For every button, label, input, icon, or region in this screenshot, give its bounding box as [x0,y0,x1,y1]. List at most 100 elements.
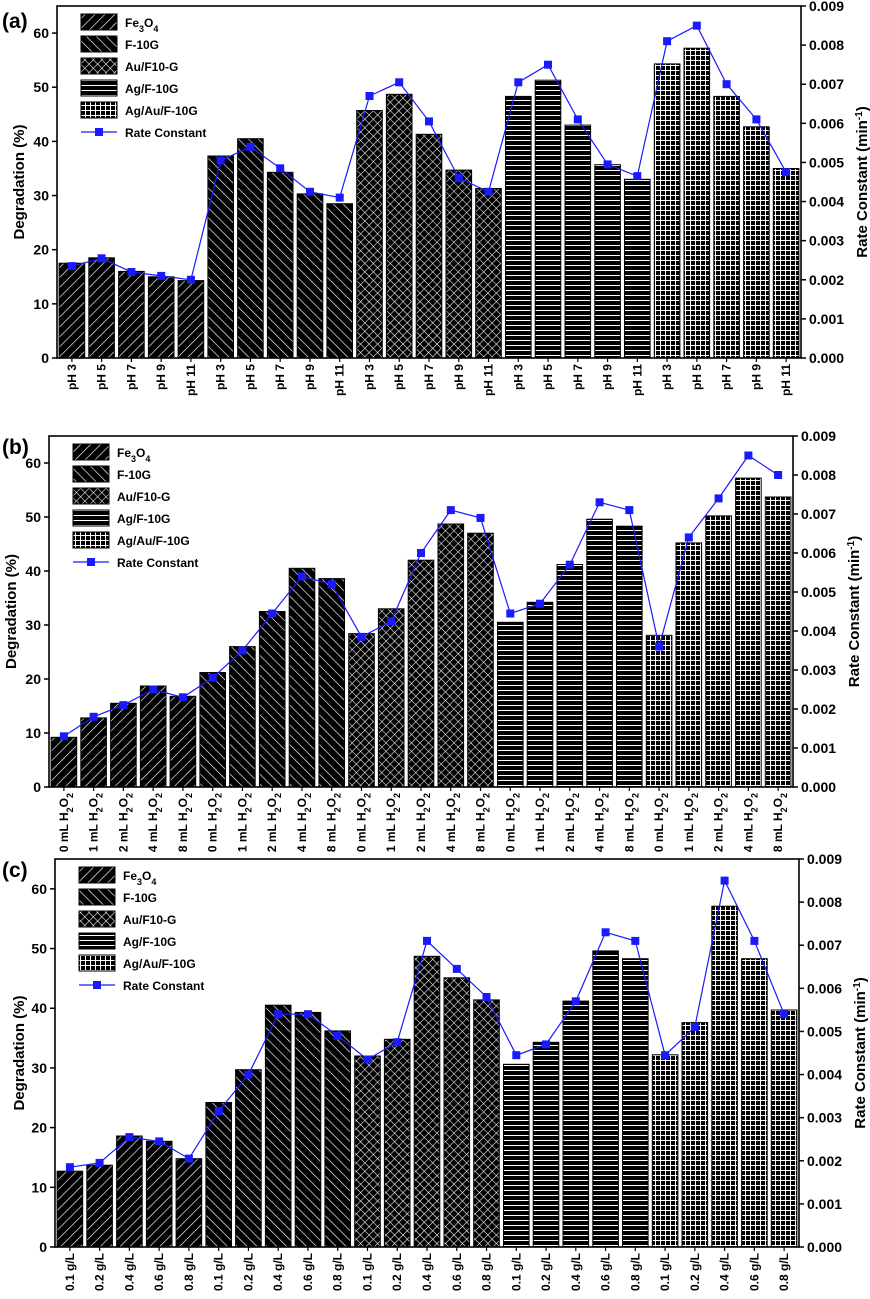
x-tick-label-ph-7: pH 7 [422,364,436,390]
rate-constant-point-18 [565,560,574,569]
bar-f-10g-4-ml-h2o2 [288,567,316,788]
y2-tick-label: 0.008 [807,894,842,910]
rate-constant-point-23 [722,80,731,89]
bar-au-f10-g-8-ml-h2o2 [467,532,494,788]
y-axis-title: Degradation (%) [3,554,20,669]
bar-f-10g-ph-5 [237,138,264,359]
legend-swatch-ag-au-f-10g [78,954,116,972]
y-tick-label: 10 [25,725,41,741]
x-tick-label-0-1-g-l: 0.1 g/L [658,1253,672,1291]
x-tick-label-ph-7: pH 7 [720,364,734,390]
bar-ag-au-f-10g-0-ml-h2o2 [645,634,673,788]
bar-au-f10-g-0-6-g-l [443,977,471,1248]
bar-fe3o4-0-8-g-l [175,1158,203,1248]
legend-swatch-f-10g [72,465,110,483]
x-tick-label-0-4-g-l: 0.4 g/L [420,1253,434,1291]
rate-constant-point-3 [119,701,128,710]
rate-constant-point-8 [268,609,277,618]
rate-constant-point-18 [573,115,582,124]
x-tick-label-ph-3: pH 3 [362,364,376,390]
bar-au-f10-g-4-ml-h2o2 [437,523,465,788]
bar-f-10g-0-2-g-l [235,1069,262,1248]
bar-fe3o4-0-ml-h2o2 [50,736,78,788]
y2-tick-label: 0.001 [807,1196,842,1212]
legend-marker-rate-constant [87,558,95,566]
bar-f-10g-ph-3 [207,155,234,359]
rate-constant-point-22 [684,533,693,542]
legend-label-rate-constant: Rate Constant [117,556,198,570]
x-tick-label-0-8-g-l: 0.8 g/L [182,1253,196,1291]
legend-label-f-10g: F-10G [125,38,159,52]
rate-constant-point-21 [661,1051,670,1060]
legend-swatch-ag-f-10g [80,79,118,97]
y-tick-label: 0 [41,350,49,366]
bar-ag-f-10g-8-ml-h2o2 [616,525,643,788]
y-tick-label: 30 [31,1060,47,1076]
rate-constant-point-4 [157,271,166,280]
x-tick-label-ph-9: pH 9 [154,364,168,390]
legend-label-fe3o4: Fe3O4 [117,446,150,464]
x-tick-label-0-2-g-l: 0.2 g/L [93,1253,107,1291]
x-tick-label-ph-7: pH 7 [124,364,138,390]
y2-tick-label: 0.004 [807,1067,842,1083]
rate-constant-point-9 [306,187,314,196]
rate-constant-point-12 [393,1038,402,1047]
y-tick-label: 60 [25,455,41,471]
rate-constant-point-13 [417,549,425,557]
x-tick-label-2-ml-h2o2: 2 mL H2O2 [712,793,730,852]
x-tick-label-2-ml-h2o2: 2 mL H2O2 [414,793,432,852]
rate-constant-point-13 [423,936,431,945]
rate-constant-point-6 [216,156,225,165]
legend-swatch-au-f10-g [80,57,118,75]
x-tick-label-ph-7: pH 7 [273,364,287,390]
x-tick-label-ph-9: pH 9 [749,364,763,390]
x-tick-label-ph-3: pH 3 [65,364,79,390]
x-tick-label-0-2-g-l: 0.2 g/L [688,1253,702,1291]
rate-constant-point-20 [625,506,634,515]
bar-au-f10-g-ph-5 [385,93,413,359]
y-tick-label: 30 [33,188,49,204]
bar-fe3o4-0-6-g-l [145,1140,173,1248]
y2-tick-label: 0.000 [801,779,836,795]
rate-constant-point-12 [395,78,404,87]
y-tick-label: 40 [33,133,49,149]
bar-fe3o4-ph-3 [58,262,86,359]
y2-tick-label: 0.004 [809,194,844,210]
rate-constant-point-7 [238,646,247,655]
legend-label-ag-au-f-10g: Ag/Au/F-10G [117,534,190,548]
x-tick-label-ph-3: pH 3 [511,364,525,390]
y2-tick-label: 0.004 [801,623,836,639]
y-axis-title: Degradation (%) [11,124,28,239]
rate-constant-point-15 [484,187,493,196]
x-tick-label-0-8-g-l: 0.8 g/L [628,1253,642,1291]
x-tick-label-0-2-g-l: 0.2 g/L [539,1253,553,1291]
bar-fe3o4-8-ml-h2o2 [169,695,197,788]
bar-ag-f-10g-ph-11 [624,178,651,359]
bar-f-10g-1-ml-h2o2 [229,646,256,788]
rate-constant-point-5 [186,275,195,284]
rate-constant-point-11 [363,1055,372,1064]
y2-tick-label: 0.002 [809,272,844,288]
y2-tick-label: 0.003 [809,233,844,249]
bar-au-f10-g-ph-3 [356,110,383,359]
rate-constant-point-23 [720,876,729,885]
rate-constant-point-25 [774,471,783,479]
rate-constant-point-16 [512,1051,521,1060]
legend-label-f-10g: F-10G [123,891,157,905]
x-tick-label-ph-9: pH 9 [601,364,615,390]
y-tick-label: 30 [25,617,41,633]
bar-ag-f-10g-0-8-g-l [622,958,649,1248]
rate-constant-point-14 [454,174,463,183]
x-tick-label-1-ml-h2o2: 1 mL H2O2 [87,793,105,852]
y2-axis-title: Rate Constant (min-1) [852,977,870,1128]
y2-tick-label: 0.009 [807,851,842,867]
rate-constant-point-8 [274,1010,283,1019]
legend-swatch-au-f10-g [78,910,116,928]
chart-panel-3: 0 10 20 30 40 50 60 0.000 0.001 0.002 0.003 0.004 0.… [2,851,869,1291]
y-tick-label: 10 [33,296,49,312]
x-tick-label-ph-9: pH 9 [303,364,317,390]
y2-axis-title: Rate Constant (min-1) [846,536,864,687]
x-tick-label-0-8-g-l: 0.8 g/L [777,1253,791,1291]
x-tick-label-ph-5: pH 5 [690,364,704,390]
